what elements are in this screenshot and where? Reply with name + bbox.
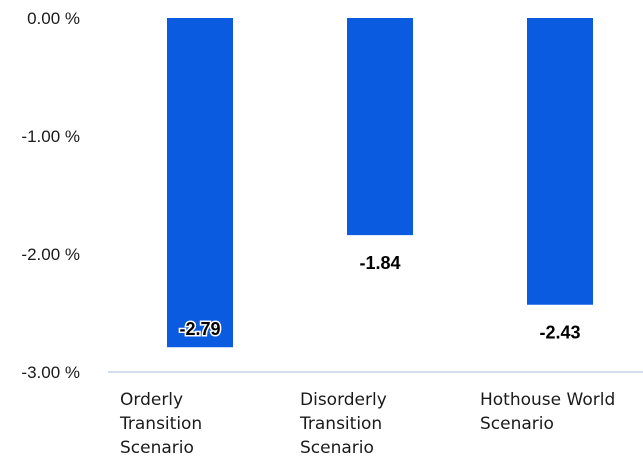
y-axis-ticks: 0.00 % -1.00 % -2.00 % -3.00 % [21,9,80,382]
y-tick-label: -2.00 % [21,245,80,264]
x-tick-label-line: Scenario [480,414,554,434]
data-label: -2.43 [539,323,580,343]
y-tick-label: -1.00 % [21,127,80,146]
y-tick-label: 0.00 % [27,9,80,28]
x-tick-label-line: Disorderly [300,390,387,410]
x-tick-label-line: Hothouse World [480,390,615,410]
x-tick-label: Orderly Transition Scenario [119,390,202,458]
bars [167,18,593,348]
x-tick-label: Hothouse World Scenario [480,390,615,434]
x-tick-label-line: Orderly [120,390,183,410]
y-tick-label: -3.00 % [21,363,80,382]
x-tick-label-line: Scenario [300,438,374,458]
bar [347,18,413,236]
x-tick-label-line: Scenario [120,438,194,458]
data-label: -2.79 [179,319,220,339]
bar [527,18,593,305]
x-tick-label-line: Transition [299,414,382,434]
data-label: -1.84 [359,253,400,273]
x-axis-labels: Orderly Transition Scenario Disorderly Trans… [119,390,615,458]
x-tick-label: Disorderly Transition Scenario [299,390,387,458]
x-tick-label-line: Transition [119,414,202,434]
data-labels: -2.79 -1.84 -2.43 [178,253,581,343]
bar [167,18,233,348]
